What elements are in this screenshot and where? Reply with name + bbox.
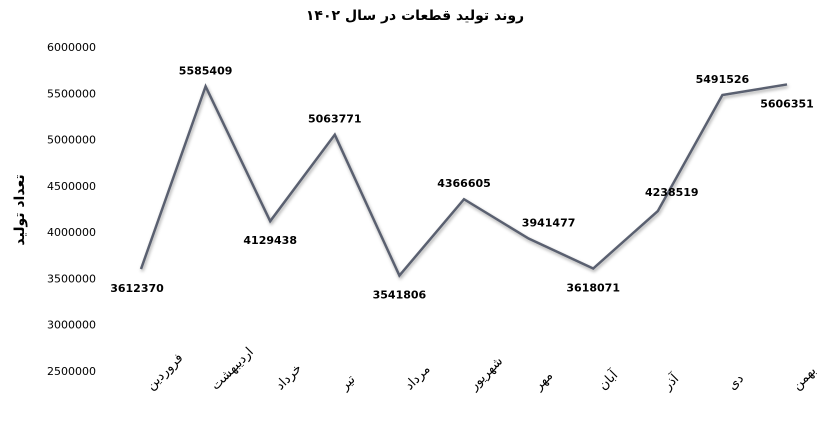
- y-axis-label: تعداد تولید: [12, 174, 28, 245]
- value-label: 5585409: [179, 64, 233, 77]
- x-tick-label: شهریور: [466, 354, 506, 394]
- data-line: [139, 83, 788, 278]
- y-tick-label: 4000000: [47, 226, 96, 239]
- y-tick-label: 5500000: [47, 87, 96, 100]
- y-tick-label: 3000000: [47, 319, 96, 332]
- value-label: 3941477: [522, 217, 576, 230]
- y-tick-label: 2500000: [47, 365, 96, 378]
- value-label: 3541806: [373, 289, 427, 302]
- x-tick-label: تیر: [337, 372, 359, 394]
- y-tick-label: 3500000: [47, 272, 96, 285]
- x-tick-label: فروردین: [144, 351, 187, 394]
- y-tick-label: 6000000: [47, 41, 96, 54]
- x-tick-label: مهر: [531, 368, 557, 394]
- value-label: 5491526: [696, 73, 750, 86]
- value-label: 4129438: [243, 234, 297, 247]
- x-tick-label: آذر: [658, 369, 683, 394]
- value-label: 4238519: [645, 186, 699, 199]
- chart-title: روند تولید قطعات در سال ۱۴۰۲: [306, 8, 524, 24]
- x-tick-label: دی: [725, 371, 747, 393]
- value-label: 5606351: [760, 97, 814, 110]
- value-label: 3618071: [566, 281, 620, 294]
- x-tick-label: آبان: [594, 366, 622, 394]
- x-tick-label: بهمن: [790, 364, 820, 394]
- x-tick-label: خرداد: [273, 361, 305, 393]
- x-tick-label: اردیبهشت: [208, 345, 256, 393]
- y-tick-label: 4500000: [47, 180, 96, 193]
- value-label: 3612370: [110, 282, 164, 295]
- value-label: 4366605: [437, 177, 491, 190]
- value-label: 5063771: [308, 113, 362, 126]
- x-tick-label: مرداد: [402, 362, 433, 393]
- y-tick-label: 5000000: [47, 134, 96, 147]
